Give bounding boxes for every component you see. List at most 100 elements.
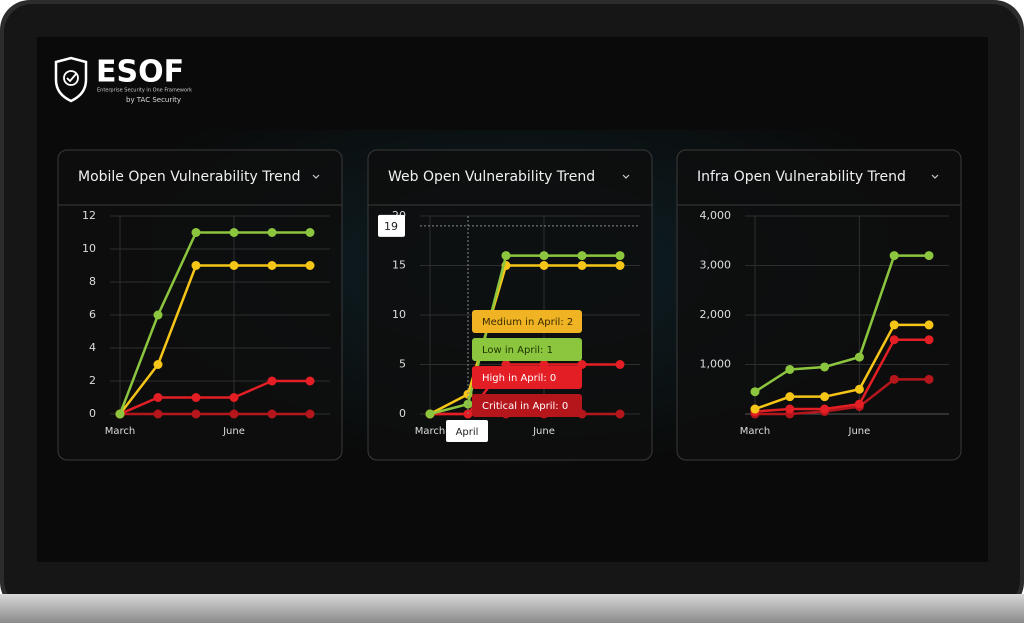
tooltip-box (472, 394, 582, 417)
series-line (754, 323, 929, 411)
logo-tagline: Enterprise Security in One Framework (97, 88, 192, 94)
series-line (429, 264, 620, 416)
y-tick-label: 2 (89, 374, 96, 387)
y-tick-label: 8 (89, 275, 96, 288)
data-point (153, 310, 163, 320)
y-tick-label: 0 (399, 407, 406, 420)
logo: ESOF Enterprise Security in One Framewor… (54, 55, 192, 104)
y-tick-label: 12 (82, 209, 96, 222)
logo-shield (54, 56, 88, 103)
data-point (924, 335, 934, 345)
data-point (229, 393, 239, 402)
chart-title: Web Open Vulnerability Trend (388, 169, 595, 185)
data-point (191, 228, 201, 237)
y-tick-label: 0 (89, 407, 96, 420)
data-point (305, 376, 315, 386)
data-point (229, 228, 239, 237)
tooltip-box (472, 310, 582, 333)
x-tick-label: June (532, 426, 555, 437)
logo-text: ESOF (96, 55, 184, 90)
y-tick-label: 10 (392, 308, 406, 321)
data-point (153, 409, 163, 419)
data-point (191, 261, 201, 270)
y-tick-label: 10 (82, 242, 96, 255)
data-point (924, 251, 934, 261)
series-line (429, 254, 620, 416)
x-hover-box (446, 420, 488, 442)
series-line (754, 254, 929, 393)
tooltip-text: Low in April: 1 (482, 345, 553, 356)
dropdown-chevron[interactable] (622, 174, 630, 179)
data-point (750, 404, 760, 414)
y-tick-label: 5 (399, 358, 406, 371)
data-point (267, 228, 277, 237)
series-line (755, 378, 929, 416)
data-point (615, 360, 625, 369)
data-point (115, 409, 125, 419)
logo-byline: by TAC Security (126, 96, 181, 104)
data-point (229, 409, 239, 419)
data-point (785, 404, 795, 414)
y-tick-label: 2,000 (700, 308, 732, 321)
y-tick-label: 4 (89, 341, 96, 354)
data-point (153, 360, 163, 369)
dropdown-chevron[interactable] (312, 174, 320, 179)
data-point (305, 409, 315, 419)
data-point (191, 409, 201, 419)
data-point (820, 392, 830, 402)
series-line (118, 231, 310, 415)
x-tick-label: June (848, 426, 871, 437)
chart-title: Mobile Open Vulnerability Trend (78, 169, 301, 185)
data-point (425, 409, 435, 419)
x-tick-label: March (415, 426, 445, 437)
y-hover-label: 19 (384, 220, 398, 233)
data-point (305, 228, 315, 237)
series-line (430, 363, 620, 416)
data-point (750, 387, 760, 397)
data-point (785, 364, 795, 374)
y-tick-label: 3,000 (700, 259, 732, 272)
data-point (889, 374, 899, 384)
data-point (267, 261, 277, 270)
series-line (119, 264, 310, 415)
data-point (539, 261, 549, 270)
tooltip-text: Medium in April: 2 (482, 317, 573, 328)
logo-icon (63, 70, 79, 86)
data-point (924, 374, 934, 384)
data-point (191, 393, 201, 402)
data-point (785, 392, 795, 402)
data-point (889, 251, 899, 261)
data-point (615, 261, 625, 270)
data-point (924, 320, 934, 330)
data-point (305, 261, 315, 270)
data-point (501, 251, 511, 261)
data-point (820, 404, 830, 414)
tooltip-box (472, 366, 582, 389)
data-point (539, 251, 549, 261)
dropdown-chevron[interactable] (931, 174, 939, 179)
x-tick-label: March (740, 426, 770, 437)
y-hover-box (378, 214, 405, 237)
tooltip-box (472, 338, 582, 361)
series-line (754, 338, 929, 413)
data-point (267, 409, 277, 419)
data-point (615, 409, 625, 419)
chart-title: Infra Open Vulnerability Trend (697, 169, 906, 185)
logo-check (66, 73, 77, 83)
x-hover-label: April (456, 427, 479, 438)
data-point (854, 384, 864, 394)
y-tick-label: 15 (392, 259, 406, 272)
data-point (267, 376, 277, 386)
laptop-base (0, 594, 1024, 623)
data-point (889, 320, 899, 330)
y-tick-label: 6 (89, 308, 96, 321)
y-tick-label: 4,000 (700, 209, 732, 222)
series-line (119, 379, 310, 416)
data-point (854, 399, 864, 409)
y-tick-label: 1,000 (700, 358, 732, 371)
tooltip-text: Critical in April: 0 (482, 401, 568, 412)
data-point (615, 251, 625, 261)
data-point (889, 335, 899, 345)
x-tick-label: June (222, 426, 245, 437)
